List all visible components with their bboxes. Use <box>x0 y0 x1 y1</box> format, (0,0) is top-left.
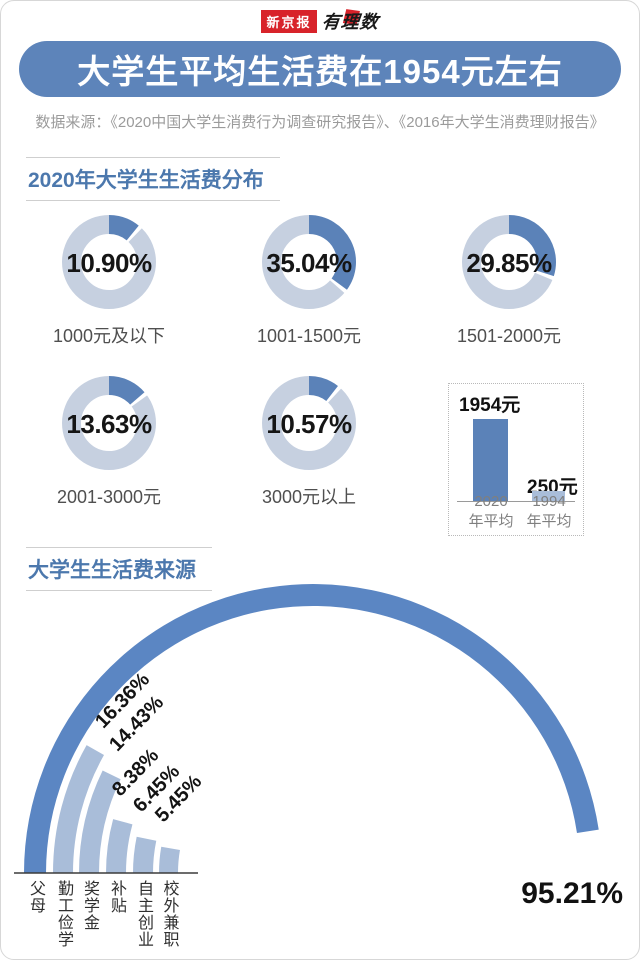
bar-category-1994: 1994 年平均 <box>526 492 572 530</box>
donut-category-label: 1001-1500元 <box>256 326 362 346</box>
donut-percent: 13.63% <box>66 409 152 439</box>
section-heading-distribution: 2020年大学生生活费分布 <box>26 157 280 201</box>
donut-ring-1 <box>62 214 156 309</box>
arc-category-自主创业: 自主创业 <box>135 880 152 948</box>
arc-ring-补贴 <box>106 819 133 873</box>
donut-ring-2 <box>262 214 357 309</box>
brand-logo-script: 有理数 <box>320 8 380 34</box>
section-heading-sources: 大学生生活费来源 <box>26 547 212 591</box>
donut-ring-3 <box>462 214 557 309</box>
arc-ring-自主创业 <box>133 836 157 873</box>
arc-ring-校外兼职 <box>159 846 180 873</box>
donut-chart-5: 10.57% 3000元以上 <box>209 365 409 526</box>
arc-ring-勤工俭学 <box>53 745 105 873</box>
donut-percent: 29.85% <box>466 248 552 278</box>
data-source-note: 数据来源：《2020中国大学生消费行为调查研究报告》、《2016年大学生消费理财… <box>35 114 605 131</box>
donut-chart-grid: 10.90% 1000元及以下 35.04% 1001-1500元 29.85% 1501… <box>9 204 609 526</box>
title-banner: 大学生平均生活费在1954元左右 <box>19 41 621 97</box>
donut-category-label: 1501-2000元 <box>456 326 562 346</box>
donut-percent: 10.90% <box>66 248 152 278</box>
arc-category-父母: 父母 <box>27 880 44 914</box>
donut-percent: 10.57% <box>266 409 352 439</box>
bar-2020 <box>473 419 508 501</box>
average-comparison-box: 1954元 250元 2020 年平均 1994 年平均 <box>448 383 584 536</box>
arc-category-补贴: 补贴 <box>108 880 125 914</box>
income-sources-arc-chart <box>14 584 599 874</box>
donut-chart-4: 13.63% 2001-3000元 <box>9 365 209 526</box>
donut-category-label: 2001-3000元 <box>56 487 162 507</box>
arc-category-勤工俭学: 勤工俭学 <box>55 880 72 948</box>
arc-ring-奖学金 <box>79 770 121 873</box>
donut-category-label: 1000元及以下 <box>52 326 166 346</box>
arc-value-parents: 95.21% <box>521 877 623 910</box>
brand-logo-text: 新京报 <box>261 9 317 33</box>
bar-1994 <box>532 490 565 501</box>
donut-ring-5 <box>262 375 356 470</box>
bar-baseline <box>457 501 575 502</box>
page-title: 大学生平均生活费在1954元左右 <box>77 53 563 90</box>
donut-chart-3: 29.85% 1501-2000元 <box>409 204 609 365</box>
donut-percent: 35.04% <box>266 248 352 278</box>
arc-category-校外兼职: 校外兼职 <box>160 880 178 948</box>
donut-chart-1: 10.90% 1000元及以下 <box>9 204 209 365</box>
donut-chart-2: 35.04% 1001-1500元 <box>209 204 409 365</box>
arc-category-奖学金: 奖学金 <box>81 880 98 931</box>
bar-value-2020: 1954元 <box>459 395 521 416</box>
bar-category-2020: 2020 年平均 <box>468 492 514 530</box>
brand-logo: 新京报 有理数 <box>1 8 639 34</box>
donut-category-label: 3000元以上 <box>261 487 357 507</box>
donut-ring-4 <box>62 375 156 470</box>
